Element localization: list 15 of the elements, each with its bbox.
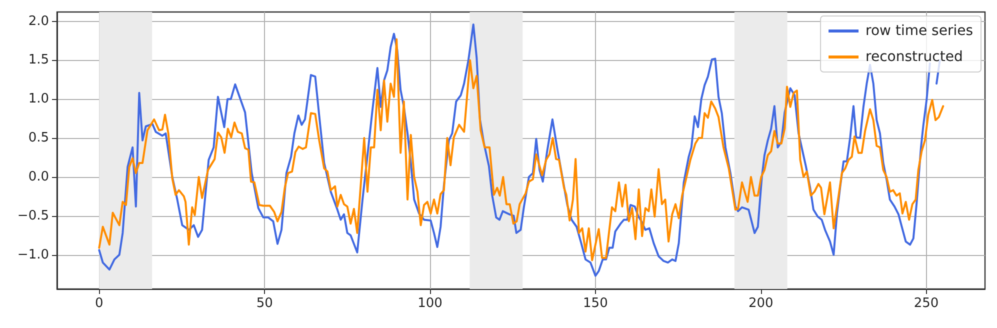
legend-label: reconstructed xyxy=(866,49,963,65)
y-tick-label: −1.0 xyxy=(17,247,49,262)
y-tick-label: 1.5 xyxy=(28,52,49,68)
y-tick-label: 0.5 xyxy=(28,130,49,146)
y-tick-label: 2.0 xyxy=(28,14,49,29)
y-tick-label: −0.5 xyxy=(17,208,49,224)
legend-label: row time series xyxy=(866,23,974,39)
x-tick-label: 200 xyxy=(748,296,774,311)
x-tick-label: 0 xyxy=(95,296,104,311)
y-tick-label: 1.0 xyxy=(28,92,49,107)
x-tick-label: 150 xyxy=(583,296,608,311)
x-tick-label: 50 xyxy=(256,296,273,311)
x-tick-label: 100 xyxy=(418,296,442,311)
y-tick-label: 0.0 xyxy=(28,169,49,184)
x-tick-label: 250 xyxy=(914,296,939,311)
